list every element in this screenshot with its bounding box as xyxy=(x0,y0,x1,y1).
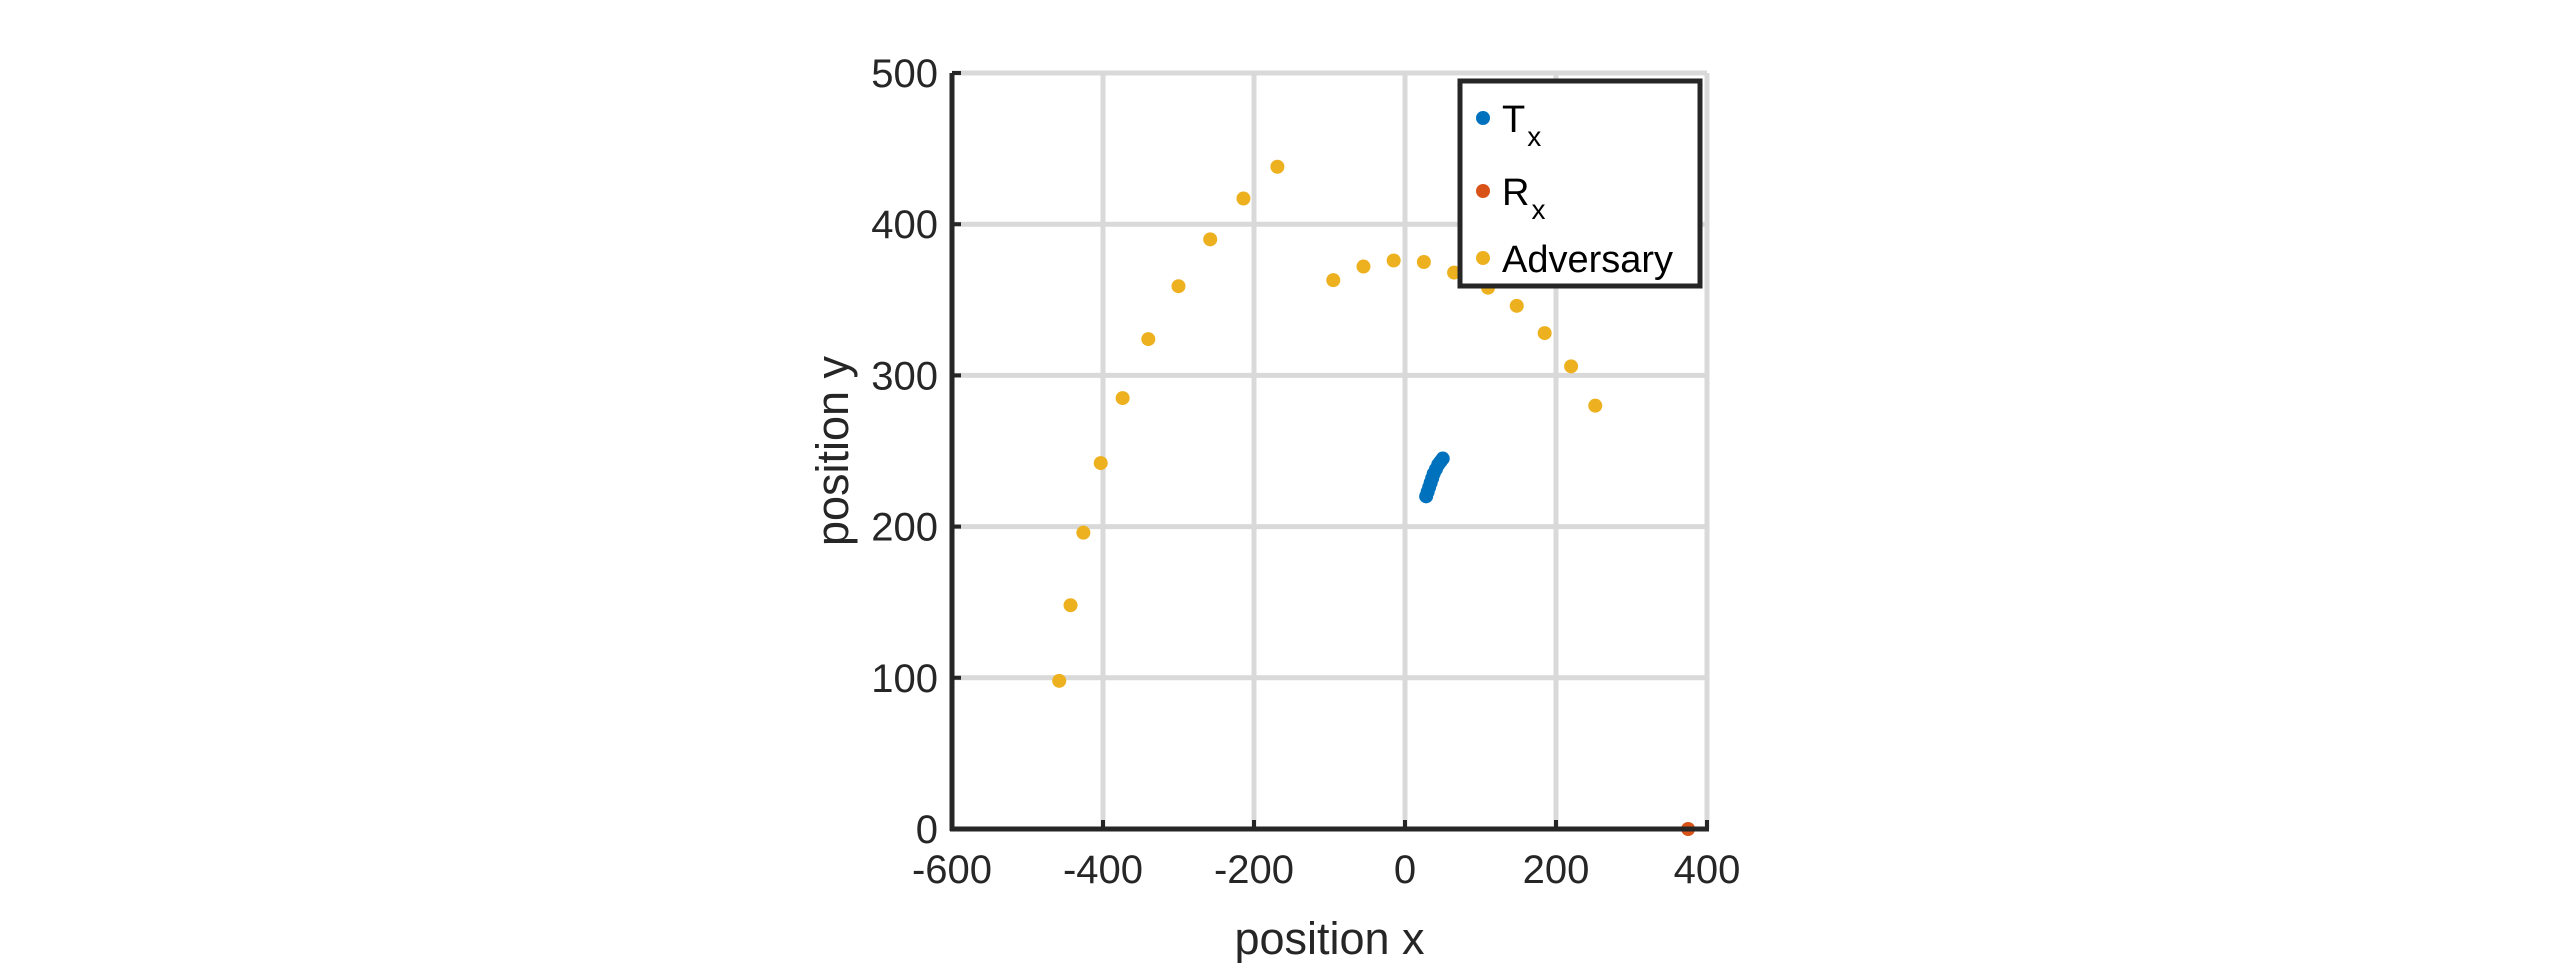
adversary-point xyxy=(1509,298,1524,313)
legend-label: Rx xyxy=(1502,172,1545,225)
adversary-point xyxy=(1416,255,1431,269)
y-tick-label: 500 xyxy=(871,52,938,96)
adversary-point xyxy=(1236,191,1251,206)
adversary-point xyxy=(1141,332,1156,347)
legend-label: Adversary xyxy=(1502,239,1673,281)
y-axis-title: position y xyxy=(807,355,858,546)
tx-point xyxy=(1435,451,1450,466)
legend-marker xyxy=(1476,184,1490,198)
x-tick-label: -400 xyxy=(1063,848,1143,892)
grid-lines xyxy=(949,70,1710,832)
y-tick-label: 100 xyxy=(871,657,938,701)
y-tick-label: 0 xyxy=(916,808,938,852)
y-axis-ticks: 0 100 200 300 400 500 xyxy=(871,52,961,852)
legend-marker xyxy=(1476,111,1490,125)
adversary-point xyxy=(1203,232,1218,247)
adversary-point xyxy=(1270,159,1285,174)
x-axis-title: position x xyxy=(1234,913,1425,963)
x-tick-label: 200 xyxy=(1523,848,1590,892)
legend: Tx Rx Adversary xyxy=(1457,78,1703,289)
adversary-point xyxy=(1076,525,1091,540)
adversary-point xyxy=(1326,273,1341,288)
adversary-point xyxy=(1588,398,1603,413)
x-tick-label: -200 xyxy=(1214,848,1294,892)
legend-marker xyxy=(1476,251,1490,265)
x-tick-label: 400 xyxy=(1674,848,1741,892)
adversary-point xyxy=(1356,259,1371,274)
y-tick-label: 400 xyxy=(871,203,938,247)
adversary-point xyxy=(1115,391,1130,406)
x-tick-label: 0 xyxy=(1394,848,1416,892)
adversary-point xyxy=(1386,253,1401,268)
axes-frame xyxy=(949,73,1709,832)
adversary-point xyxy=(1093,456,1108,471)
adversary-point xyxy=(1171,279,1186,294)
x-axis-ticks: -600 -400 -200 0 200 400 xyxy=(912,820,1740,892)
x-tick-label: -600 xyxy=(912,848,992,892)
y-tick-label: 300 xyxy=(871,354,938,398)
legend-box xyxy=(1457,78,1703,289)
y-tick-label: 200 xyxy=(871,506,938,550)
adversary-point xyxy=(1063,598,1078,613)
adversary-point xyxy=(1564,359,1579,374)
adversary-point xyxy=(1537,326,1552,341)
data-points xyxy=(1052,159,1696,836)
legend-label: Tx xyxy=(1502,99,1541,152)
adversary-point xyxy=(1052,673,1067,688)
